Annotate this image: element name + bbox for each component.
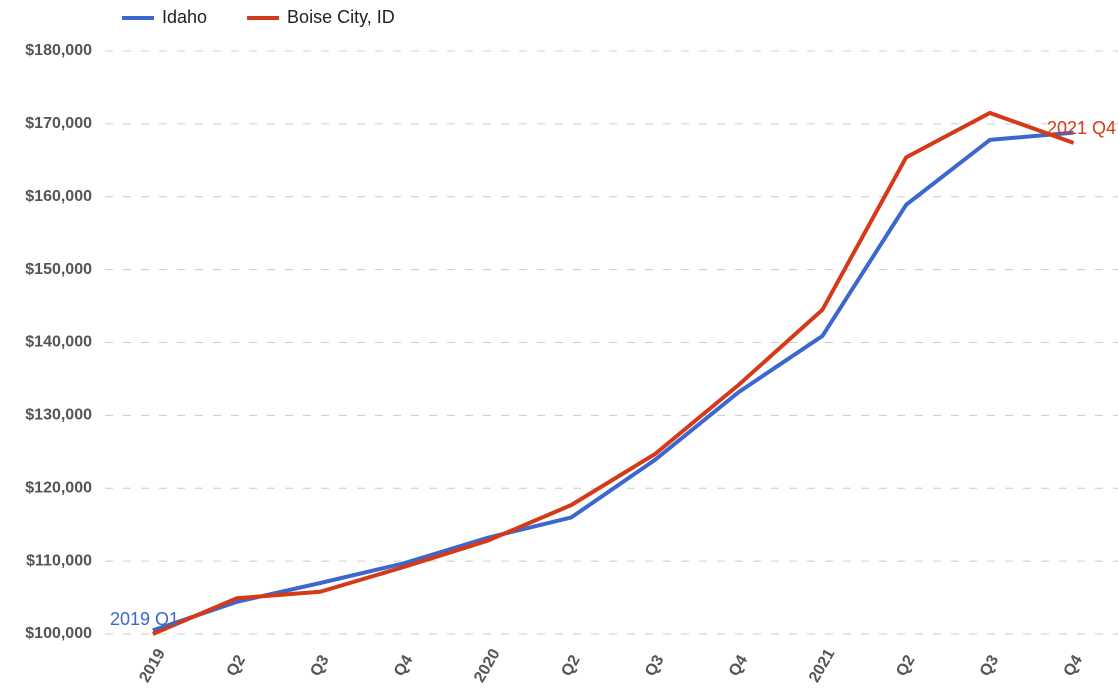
y-tick-label: $150,000 [25, 261, 92, 278]
y-tick-label: $180,000 [25, 42, 92, 59]
x-tick-label: Q3 [642, 652, 667, 679]
x-tick-label: Q3 [977, 652, 1002, 679]
x-tick-label: Q2 [893, 652, 918, 679]
y-tick-label: $160,000 [25, 188, 92, 205]
x-tick-label: 2019 [136, 646, 169, 685]
x-tick-label: Q4 [726, 652, 751, 679]
y-tick-label: $100,000 [25, 625, 92, 642]
x-tick-label: 2020 [471, 646, 504, 685]
annotation: 2019 Q1 [110, 609, 179, 629]
line-series [152, 130, 1074, 633]
annotation: 2021 Q4 [1047, 118, 1116, 138]
legend-label: Boise City, ID [287, 7, 395, 27]
legend-label: Idaho [162, 7, 207, 27]
x-tick-label: 2021 [806, 646, 839, 685]
x-tick-label: Q4 [1061, 652, 1086, 679]
line-series [152, 110, 1075, 636]
x-tick-label: Q4 [391, 652, 416, 679]
y-tick-label: $120,000 [25, 479, 92, 496]
y-tick-label: $130,000 [25, 407, 92, 424]
y-tick-label: $170,000 [25, 115, 92, 132]
y-tick-label: $140,000 [25, 334, 92, 351]
x-tick-label: Q3 [307, 652, 332, 679]
x-tick-label: Q2 [558, 652, 583, 679]
y-tick-label: $110,000 [26, 552, 92, 569]
x-tick-label: Q2 [224, 652, 249, 679]
